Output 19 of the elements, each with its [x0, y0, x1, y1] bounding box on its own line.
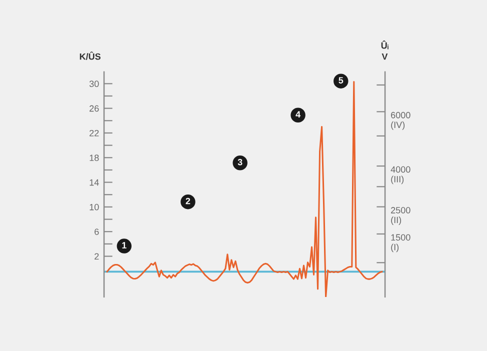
y2-tick-label: 6000 (IV)	[391, 112, 410, 130]
annotation: 2	[186, 198, 190, 204]
y-tick-label: 22	[90, 130, 99, 136]
annotation: 3	[238, 158, 242, 166]
y2-axis-title: Ûᵢ V	[381, 40, 388, 60]
y-tick-label: 18	[90, 154, 99, 161]
y-tick-label: 30	[89, 80, 99, 88]
y-tick-label: 6	[94, 228, 99, 235]
y2-tick-label: 4000 (III)	[390, 166, 410, 184]
annotation: 5	[338, 77, 344, 84]
annotation: 1	[122, 242, 126, 248]
y2-tick-label: 1500 (I)	[391, 234, 410, 252]
y-tick-label: 2	[94, 253, 99, 260]
y-axis-title: K/ÛS	[80, 52, 101, 60]
y2-tick-label: 2500 (II)	[391, 207, 410, 225]
annotation: 4	[296, 111, 301, 118]
y-tick-label: 14	[90, 179, 99, 186]
y-tick-label: 10	[90, 204, 99, 210]
y-tick-label: 26	[90, 105, 99, 112]
